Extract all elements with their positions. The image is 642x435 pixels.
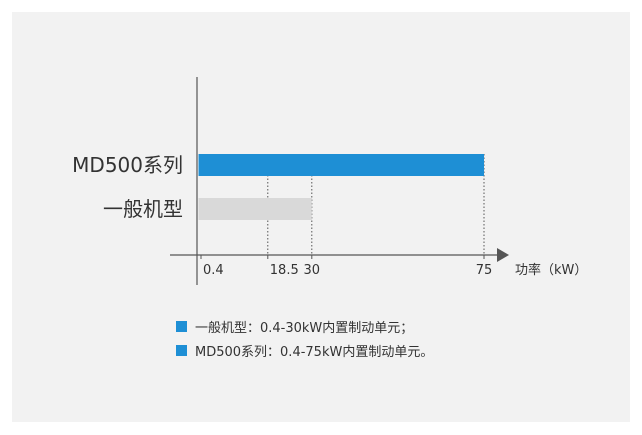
legend-swatch-icon — [176, 320, 187, 332]
x-tick-label-1: 18.5 — [270, 263, 299, 278]
legend-item-general: 一般机型：0.4-30kW内置制动单元； — [176, 314, 433, 338]
bar-0 — [198, 154, 484, 176]
category-label-0: MD500系列 — [72, 153, 183, 177]
x-axis-arrow — [497, 248, 509, 262]
category-label-1: 一般机型 — [103, 197, 183, 221]
legend-label-general: 一般机型：0.4-30kW内置制动单元； — [195, 320, 414, 336]
x-tick-label-2: 30 — [304, 263, 321, 278]
legend: 一般机型：0.4-30kW内置制动单元； MD500系列：0.4-75kW内置制… — [176, 314, 433, 362]
x-axis-label: 功率（kW） — [515, 262, 587, 278]
x-tick-label-3: 75 — [476, 263, 493, 278]
chart-panel — [12, 12, 630, 422]
bar-1 — [198, 198, 312, 220]
legend-item-md500: MD500系列：0.4-75kW内置制动单元。 — [176, 338, 433, 362]
legend-swatch-icon — [176, 344, 187, 356]
legend-label-md500: MD500系列：0.4-75kW内置制动单元。 — [195, 344, 434, 360]
x-tick-label-0: 0.4 — [203, 263, 224, 278]
